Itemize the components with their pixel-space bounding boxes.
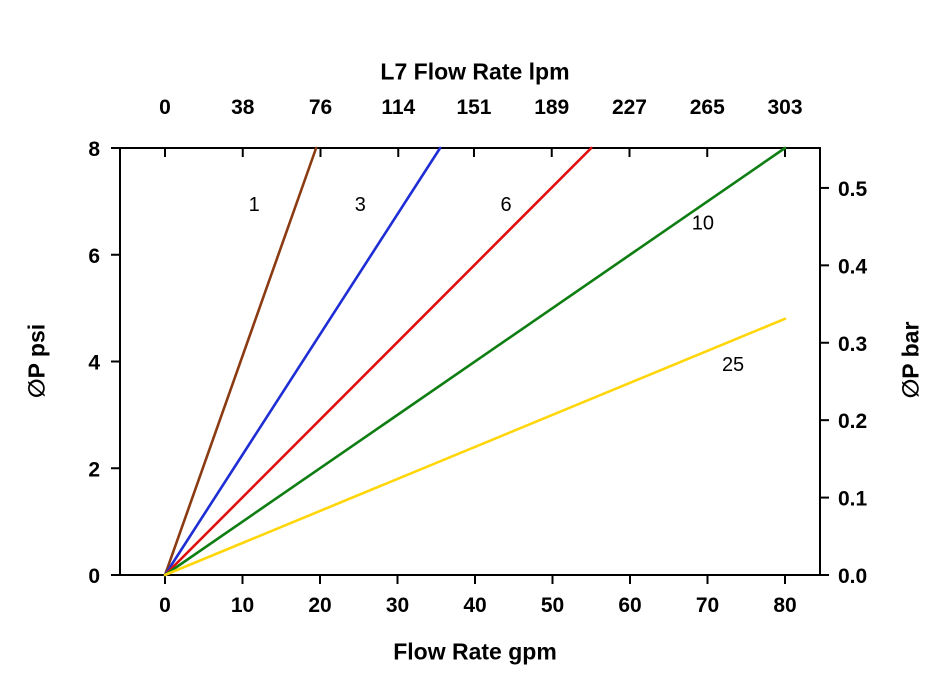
y-right-tick-label: 0.2 [838, 410, 867, 433]
x-top-tick-label: 38 [231, 96, 255, 119]
series-line-25 [163, 317, 787, 577]
top-axis-title: L7 Flow Rate lpm [380, 58, 570, 85]
x-top-tick-label: 189 [534, 96, 569, 119]
y-right-tick-label: 0.1 [838, 488, 868, 511]
x-top-tick-label: 303 [767, 96, 802, 119]
series-line-10 [163, 146, 787, 577]
bottom-axis-title: Flow Rate gpm [393, 638, 557, 665]
y-left-tick-label: 2 [88, 458, 100, 481]
series-label-10: 10 [692, 213, 714, 235]
x-bottom-tick-label: 20 [308, 594, 331, 617]
x-bottom-tick-label: 70 [696, 594, 719, 617]
y-left-tick-label: 8 [88, 138, 100, 161]
series-label-6: 6 [500, 194, 511, 216]
series-line-3 [163, 146, 442, 577]
x-bottom-tick-label: 80 [773, 594, 796, 617]
plot-border [119, 147, 821, 576]
y-right-tick-label: 0.0 [838, 565, 867, 588]
x-top-tick-label: 151 [456, 96, 491, 119]
x-top-tick-label: 227 [612, 96, 647, 119]
y-right-tick-label: 0.3 [838, 333, 867, 356]
x-bottom-tick-label: 30 [386, 594, 409, 617]
x-top-tick-label: 114 [381, 96, 415, 119]
y-right-tick-label: 0.5 [838, 178, 868, 201]
series-label-3: 3 [355, 194, 366, 216]
y-left-tick-label: 0 [88, 565, 100, 588]
y-right-tick-label: 0.4 [838, 255, 868, 278]
x-top-tick-label: 0 [159, 96, 171, 119]
left-axis-title: ∅P psi [23, 323, 50, 399]
y-left-tick-label: 4 [88, 352, 100, 375]
x-bottom-tick-label: 50 [541, 594, 564, 617]
y-left-tick-label: 6 [88, 245, 100, 268]
x-bottom-tick-label: 60 [618, 594, 641, 617]
x-top-tick-label: 265 [690, 96, 725, 119]
x-bottom-tick-label: 40 [463, 594, 486, 617]
x-bottom-tick-label: 0 [159, 594, 171, 617]
series-line-1 [163, 146, 318, 577]
series-label-1: 1 [249, 194, 260, 216]
x-top-tick-label: 76 [309, 96, 332, 119]
series-line-6 [163, 146, 593, 577]
x-bottom-tick-label: 10 [231, 594, 254, 617]
series-label-25: 25 [722, 354, 744, 376]
right-axis-title: ∅P bar [897, 321, 924, 399]
